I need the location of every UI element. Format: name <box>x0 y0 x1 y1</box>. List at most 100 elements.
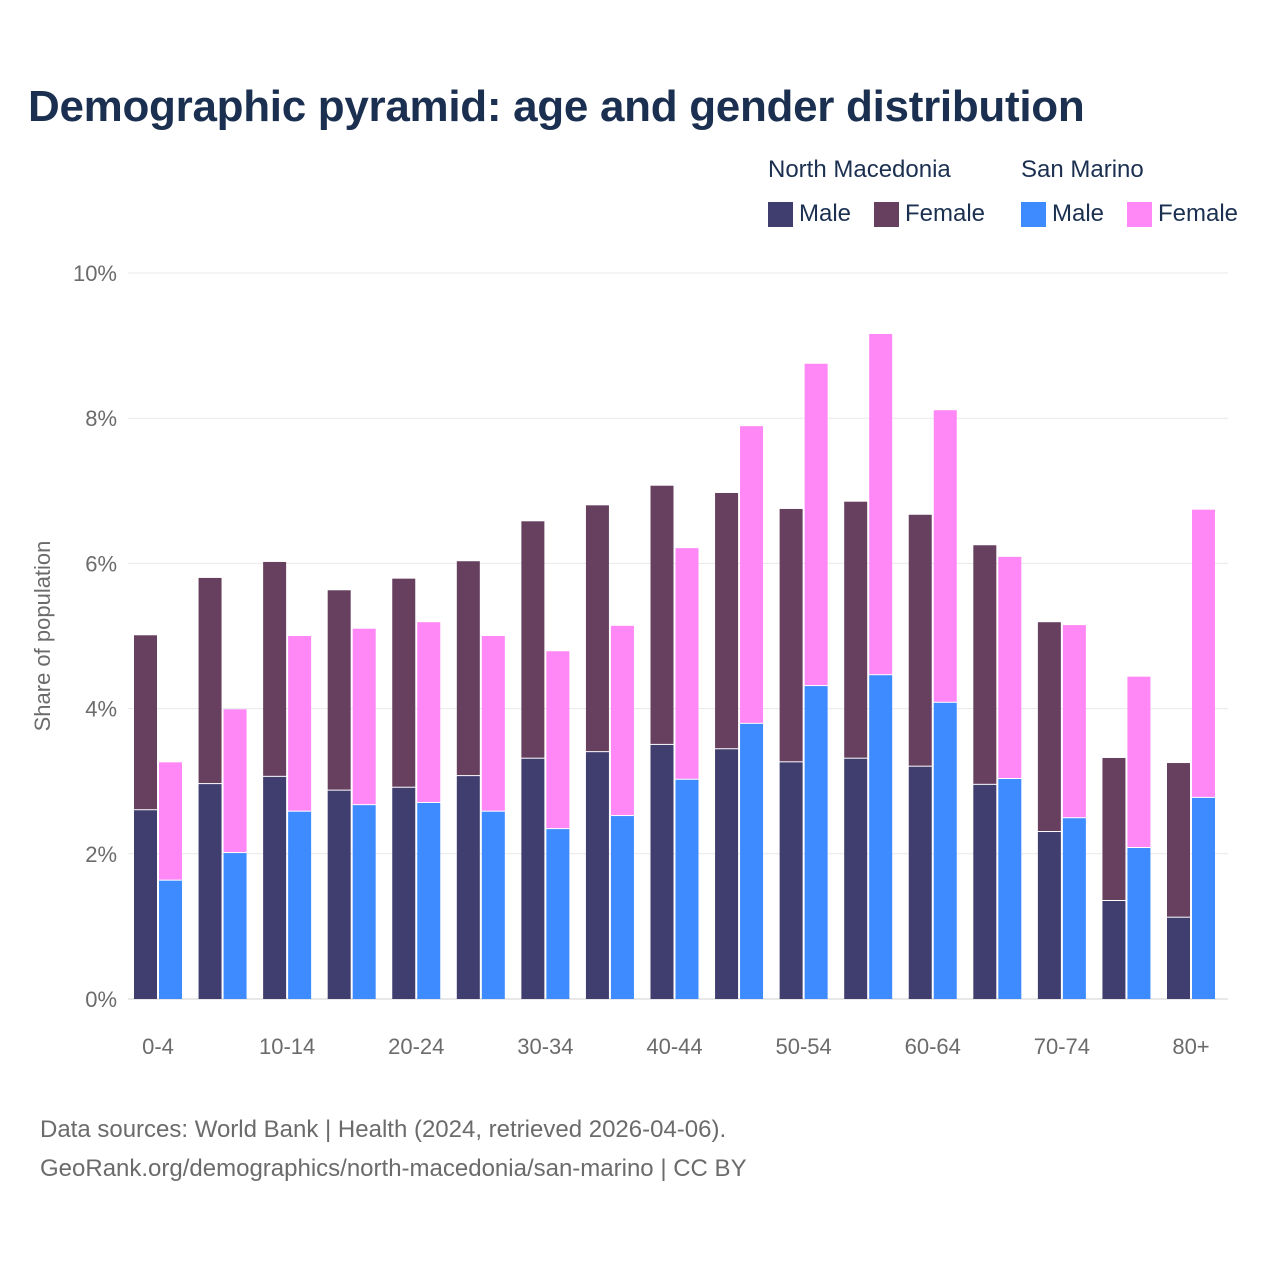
bar-san-marino-male-30-34[interactable] <box>546 829 570 999</box>
bar-san-marino-male-20-24[interactable] <box>417 802 441 999</box>
bar-san-marino-female-35-39[interactable] <box>610 625 634 816</box>
source-line-2: GeoRank.org/demographics/north-macedonia… <box>40 1155 747 1182</box>
bar-san-marino-male-60-64[interactable] <box>933 702 957 999</box>
bar-north-macedonia-female-65-69[interactable] <box>973 545 997 784</box>
legend-swatch <box>768 201 793 227</box>
x-tick-label: 80+ <box>1172 1034 1209 1059</box>
legend-item-sm-female[interactable]: Female <box>1127 200 1238 228</box>
bar-north-macedonia-female-5-9[interactable] <box>198 577 222 784</box>
bar-north-macedonia-male-25-29[interactable] <box>456 776 480 999</box>
bar-north-macedonia-female-45-49[interactable] <box>715 492 739 749</box>
bar-north-macedonia-male-55-59[interactable] <box>844 758 868 999</box>
bar-north-macedonia-male-60-64[interactable] <box>908 766 932 999</box>
chart-title: Demographic pyramid: age and gender dist… <box>28 82 1085 131</box>
bar-north-macedonia-male-70-74[interactable] <box>1037 832 1061 999</box>
legend-label: Male <box>799 200 852 227</box>
legend-label: Female <box>905 200 986 227</box>
legend-item-nm-female[interactable]: Female <box>874 200 985 228</box>
bar-north-macedonia-female-0-4[interactable] <box>134 635 157 810</box>
bar-san-marino-female-60-64[interactable] <box>933 410 957 702</box>
bar-san-marino-male-15-19[interactable] <box>352 805 376 999</box>
bar-san-marino-female-10-14[interactable] <box>288 636 312 811</box>
legend-group-north-macedonia: North Macedonia <box>768 156 951 183</box>
bar-north-macedonia-female-50-54[interactable] <box>779 508 803 762</box>
bar-san-marino-male-80+[interactable] <box>1192 797 1215 999</box>
bar-north-macedonia-male-5-9[interactable] <box>198 784 222 999</box>
bar-san-marino-male-65-69[interactable] <box>998 779 1022 999</box>
x-tick-label: 40-44 <box>646 1034 702 1059</box>
bar-san-marino-female-20-24[interactable] <box>417 622 441 802</box>
bar-san-marino-female-55-59[interactable] <box>869 333 893 675</box>
bar-san-marino-male-50-54[interactable] <box>804 686 828 999</box>
bar-san-marino-female-80+[interactable] <box>1192 509 1215 797</box>
bar-san-marino-female-0-4[interactable] <box>159 762 182 880</box>
bar-san-marino-male-5-9[interactable] <box>223 853 247 999</box>
bar-north-macedonia-male-15-19[interactable] <box>327 790 351 999</box>
legend-swatch <box>1127 201 1152 227</box>
bar-north-macedonia-female-40-44[interactable] <box>650 485 674 744</box>
bar-north-macedonia-female-60-64[interactable] <box>908 514 932 766</box>
bar-san-marino-female-75-79[interactable] <box>1127 676 1151 847</box>
source-line-1: Data sources: World Bank | Health (2024,… <box>40 1116 727 1143</box>
legend-label: Male <box>1052 200 1105 227</box>
bar-north-macedonia-female-70-74[interactable] <box>1037 622 1061 832</box>
y-tick-label: 0% <box>85 987 117 1012</box>
bar-north-macedonia-male-35-39[interactable] <box>585 752 609 999</box>
x-tick-label: 20-24 <box>388 1034 444 1059</box>
bar-north-macedonia-male-75-79[interactable] <box>1102 900 1126 999</box>
y-axis-label: Share of population <box>30 541 55 732</box>
bar-san-marino-male-40-44[interactable] <box>675 779 699 999</box>
bar-north-macedonia-male-20-24[interactable] <box>392 787 416 999</box>
legend-swatch <box>1021 201 1046 227</box>
bar-san-marino-female-5-9[interactable] <box>223 709 247 853</box>
bar-north-macedonia-female-35-39[interactable] <box>585 505 609 752</box>
bar-north-macedonia-male-10-14[interactable] <box>263 776 287 999</box>
bar-san-marino-female-70-74[interactable] <box>1062 625 1086 818</box>
bar-north-macedonia-male-40-44[interactable] <box>650 744 674 999</box>
y-tick-label: 4% <box>85 697 117 722</box>
bar-san-marino-male-35-39[interactable] <box>610 816 634 999</box>
bar-north-macedonia-male-0-4[interactable] <box>134 810 157 999</box>
bar-san-marino-male-0-4[interactable] <box>159 880 182 999</box>
y-tick-label: 8% <box>85 406 117 431</box>
bar-north-macedonia-male-45-49[interactable] <box>715 749 739 999</box>
bar-san-marino-female-65-69[interactable] <box>998 556 1022 779</box>
y-tick-label: 2% <box>85 842 117 867</box>
bar-north-macedonia-female-10-14[interactable] <box>263 561 287 776</box>
bar-san-marino-male-25-29[interactable] <box>481 811 505 999</box>
bar-san-marino-male-55-59[interactable] <box>869 675 893 999</box>
x-tick-label: 0-4 <box>142 1034 174 1059</box>
bar-san-marino-female-40-44[interactable] <box>675 548 699 779</box>
legend-swatch <box>874 201 899 227</box>
bar-north-macedonia-female-55-59[interactable] <box>844 501 868 758</box>
bar-north-macedonia-male-80+[interactable] <box>1167 917 1190 999</box>
legend-item-nm-male[interactable]: Male <box>768 200 851 228</box>
x-tick-label: 70-74 <box>1034 1034 1090 1059</box>
bar-san-marino-female-15-19[interactable] <box>352 628 376 805</box>
bar-san-marino-male-70-74[interactable] <box>1062 818 1086 999</box>
bar-san-marino-male-75-79[interactable] <box>1127 847 1151 999</box>
legend-label: Female <box>1158 200 1239 227</box>
bar-north-macedonia-male-30-34[interactable] <box>521 758 545 999</box>
bar-north-macedonia-female-75-79[interactable] <box>1102 757 1126 900</box>
bar-san-marino-female-25-29[interactable] <box>481 636 505 811</box>
bar-north-macedonia-male-65-69[interactable] <box>973 784 997 999</box>
bar-north-macedonia-female-15-19[interactable] <box>327 590 351 790</box>
bar-north-macedonia-male-50-54[interactable] <box>779 762 803 999</box>
bar-san-marino-female-45-49[interactable] <box>740 426 764 723</box>
x-tick-label: 10-14 <box>259 1034 315 1059</box>
bar-north-macedonia-female-30-34[interactable] <box>521 521 545 758</box>
bar-north-macedonia-female-25-29[interactable] <box>456 561 480 776</box>
x-tick-label: 60-64 <box>905 1034 961 1059</box>
legend-item-sm-male[interactable]: Male <box>1021 200 1104 228</box>
bar-san-marino-female-30-34[interactable] <box>546 651 570 829</box>
bar-san-marino-female-50-54[interactable] <box>804 363 828 686</box>
legend-group-san-marino: San Marino <box>1021 156 1144 183</box>
bar-san-marino-male-10-14[interactable] <box>288 811 312 999</box>
bar-north-macedonia-female-80+[interactable] <box>1167 763 1190 917</box>
x-tick-label: 50-54 <box>775 1034 831 1059</box>
bar-north-macedonia-female-20-24[interactable] <box>392 578 416 787</box>
y-tick-label: 10% <box>73 261 117 286</box>
bar-san-marino-male-45-49[interactable] <box>740 723 764 999</box>
